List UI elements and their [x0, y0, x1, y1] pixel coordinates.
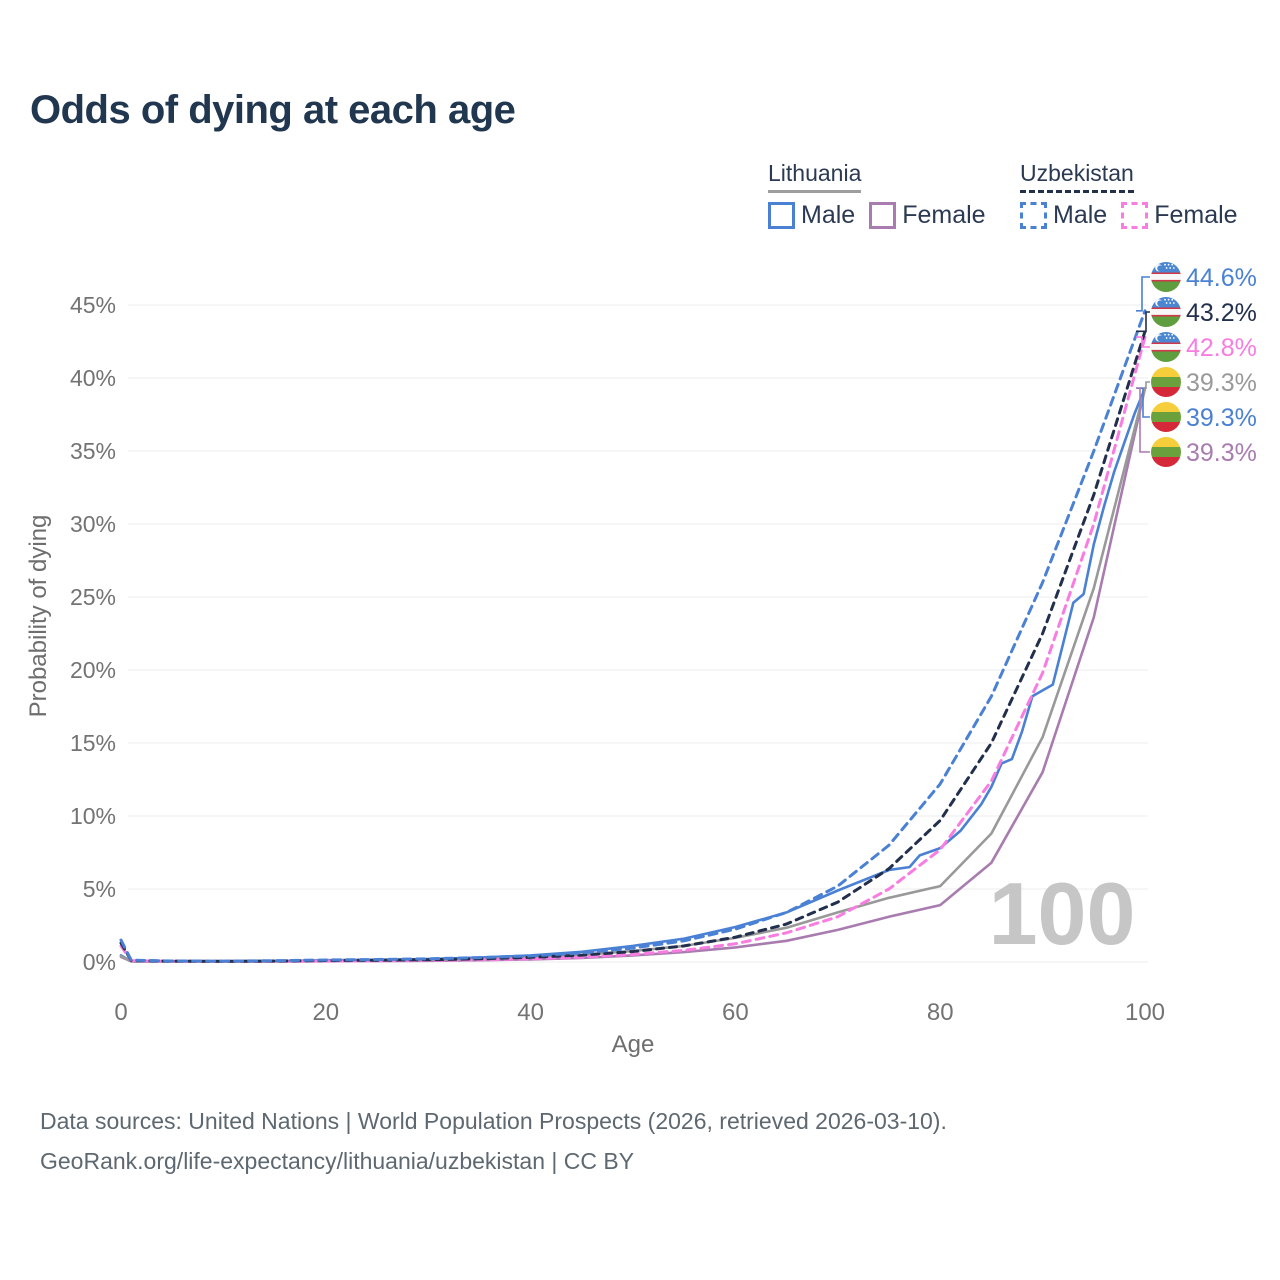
mortality-line-chart: 0% 5% 10% 15% 20% 25% 30% 35% 40% 45% 0 20 40 60 80 100… — [25, 262, 1257, 1058]
uzbekistan-male-line[interactable] — [119, 309, 1147, 963]
y-tick-label: 35% — [70, 438, 116, 464]
uzbekistan-flag-icon — [1151, 297, 1181, 327]
x-tick-label: 40 — [517, 999, 544, 1026]
legend-uzbekistan-male[interactable]: Male — [1020, 201, 1107, 230]
legend-lithuania-male-label: Male — [801, 201, 856, 229]
lithuania-flag-icon — [1151, 367, 1181, 397]
uzbekistan-female-leader-line — [1136, 336, 1150, 348]
legend-group-lithuania: Lithuania Male Female — [768, 160, 986, 230]
legend-lithuania-female-label: Female — [902, 201, 986, 229]
legend-lithuania-female-swatch — [869, 202, 897, 229]
uzbekistan-total-leader-line — [1136, 311, 1150, 333]
y-axis-title: Probability of dying — [25, 515, 52, 718]
x-tick-label: 80 — [927, 999, 954, 1026]
uzbekistan-female-end-label: 42.8% — [1186, 334, 1257, 362]
attribution-note: GeoRank.org/life-expectancy/lithuania/uz… — [40, 1148, 635, 1174]
y-tick-label: 25% — [70, 584, 116, 610]
legend-uzbekistan-items: Male Female — [1020, 201, 1238, 230]
hover-age-watermark: 100 — [989, 864, 1136, 963]
y-tick-label: 5% — [83, 876, 116, 902]
legend-lithuania-items: Male Female — [768, 201, 986, 230]
lithuania-flag-icon — [1151, 437, 1181, 467]
data-sources-note: Data sources: United Nations | World Pop… — [40, 1108, 947, 1134]
uzbekistan-flag-icon — [1151, 332, 1181, 362]
y-tick-label: 15% — [70, 730, 116, 756]
lithuania-flag-icon — [1151, 402, 1181, 432]
uzbekistan-male-leader-line — [1136, 276, 1150, 312]
legend-uzbekistan-female-swatch — [1121, 202, 1149, 229]
uzbekistan-flag-icon — [1151, 262, 1181, 292]
y-tick-label: 20% — [70, 657, 116, 683]
lithuania-male-end-label: 39.3% — [1186, 404, 1257, 432]
legend-lithuania-header[interactable]: Lithuania — [768, 160, 862, 193]
legend-group-uzbekistan: Uzbekistan Male Female — [1020, 160, 1238, 230]
legend-lithuania-male-swatch — [768, 202, 795, 229]
page-title: Odds of dying at each age — [30, 88, 516, 132]
x-tick-label: 60 — [722, 999, 749, 1026]
lithuania-total-leader-line — [1136, 381, 1150, 390]
legend-uzbekistan-header[interactable]: Uzbekistan — [1020, 160, 1134, 193]
lithuania-female-leader-line — [1136, 387, 1150, 453]
uzbekistan-female-line[interactable] — [119, 335, 1147, 963]
legend-lithuania-male[interactable]: Male — [768, 201, 855, 230]
y-tick-label: 10% — [70, 803, 116, 829]
x-axis-title: Age — [612, 1031, 655, 1058]
y-tick-label: 30% — [70, 511, 116, 537]
legend-uzbekistan-female-label: Female — [1154, 201, 1238, 229]
lithuania-female-end-label: 39.3% — [1186, 439, 1257, 467]
uzbekistan-total-end-label: 43.2% — [1186, 299, 1257, 327]
uzbekistan-male-end-label: 44.6% — [1186, 264, 1257, 292]
y-tick-label: 40% — [70, 365, 116, 391]
lithuania-total-end-label: 39.3% — [1186, 369, 1257, 397]
legend-uzbekistan-female[interactable]: Female — [1121, 201, 1238, 230]
legend-uzbekistan-male-label: Male — [1053, 201, 1108, 229]
x-tick-label: 0 — [114, 999, 127, 1026]
y-tick-label: 45% — [70, 292, 116, 318]
y-tick-label: 0% — [83, 949, 116, 975]
x-tick-label: 20 — [312, 999, 339, 1026]
legend-uzbekistan-male-swatch — [1020, 202, 1047, 229]
legend-lithuania-female[interactable]: Female — [869, 201, 986, 230]
x-tick-label: 100 — [1125, 999, 1165, 1026]
